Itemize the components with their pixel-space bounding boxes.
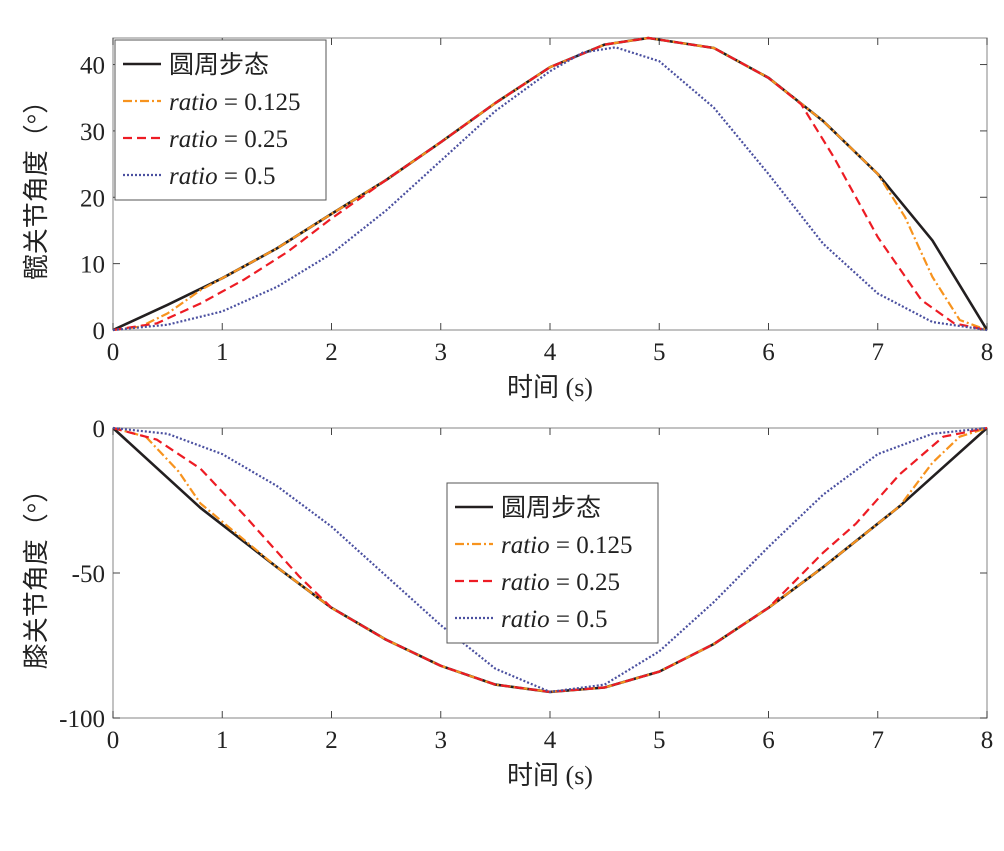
y-tick-label: -50 xyxy=(72,561,105,588)
x-tick-label: 7 xyxy=(872,727,885,754)
x-tick-label: 6 xyxy=(762,727,775,754)
legend-box xyxy=(114,39,327,201)
legend-label: ratio = 0.25 xyxy=(501,569,620,596)
x-tick-label: 4 xyxy=(544,727,557,754)
x-tick-label: 0 xyxy=(107,727,120,754)
x-tick-label: 7 xyxy=(872,339,885,366)
x-tick-label: 5 xyxy=(653,727,666,754)
x-tick-label: 5 xyxy=(653,339,666,366)
y-tick-label: 30 xyxy=(80,119,105,146)
knee-angle-chart: 0 1 2 3 4 5 6 7 8 -100 -50 0 时间 (s) 膝关节角度（°） 圆周步态 ratio… xyxy=(22,416,993,790)
x-tick-label: 8 xyxy=(981,727,994,754)
x-tick-label: 2 xyxy=(325,727,338,754)
legend-label: ratio = 0.125 xyxy=(169,89,300,116)
legend-label: 圆周步态 xyxy=(169,51,269,79)
x-tick-label: 8 xyxy=(981,339,994,366)
x-tick-label: 3 xyxy=(435,339,448,366)
legend-label-italic: ratio xyxy=(501,569,550,596)
legend-label-italic: ratio xyxy=(169,89,218,116)
x-tick-label: 2 xyxy=(325,339,338,366)
legend-label: ratio = 0.5 xyxy=(169,163,275,190)
legend-label-value: = 0.5 xyxy=(550,606,608,633)
legend-label-value: = 0.25 xyxy=(218,126,288,153)
x-axis-title: 时间 (s) xyxy=(507,761,593,790)
series-line-2 xyxy=(113,36,987,332)
y-tick-label: -100 xyxy=(59,706,105,733)
x-tick-label: 1 xyxy=(216,339,229,366)
legend-label-value: = 0.125 xyxy=(218,89,301,116)
y-tick-label: 0 xyxy=(93,416,106,443)
legend-label-italic: ratio xyxy=(501,606,550,633)
legend-label: ratio = 0.125 xyxy=(501,532,632,559)
legend-label-italic: ratio xyxy=(169,163,218,190)
legend-label-italic: ratio xyxy=(169,126,218,153)
series-line-1 xyxy=(113,36,987,332)
x-tick-label: 6 xyxy=(762,339,775,366)
legend-label: ratio = 0.5 xyxy=(501,606,607,633)
y-tick-label: 10 xyxy=(80,252,105,279)
legend-label: 圆周步态 xyxy=(501,494,601,522)
y-axis-title: 膝关节角度（°） xyxy=(22,477,51,669)
legend-label-value: = 0.25 xyxy=(550,569,620,596)
x-tick-label: 4 xyxy=(544,339,557,366)
y-tick-label: 20 xyxy=(80,185,105,212)
series-line-3 xyxy=(113,426,987,694)
series-line-3 xyxy=(113,46,987,332)
x-tick-label: 3 xyxy=(435,727,448,754)
series-layer xyxy=(113,36,987,332)
legend-label: ratio = 0.25 xyxy=(169,126,288,153)
legend-label-value: = 0.125 xyxy=(550,532,633,559)
legend-label-value: = 0.5 xyxy=(218,163,276,190)
hip-angle-chart: 0 1 2 3 4 5 6 7 8 0 10 20 30 40 时间 (s) 髋关节角度（°） 圆周步态 rati… xyxy=(22,36,994,402)
legend-box xyxy=(446,482,659,644)
series-layer xyxy=(113,426,987,694)
x-tick-label: 1 xyxy=(216,727,229,754)
legend-label-italic: ratio xyxy=(501,532,550,559)
y-tick-label: 0 xyxy=(93,318,106,345)
x-axis-title: 时间 (s) xyxy=(507,373,593,402)
x-tick-label: 0 xyxy=(107,339,120,366)
y-tick-label: 40 xyxy=(80,53,105,80)
y-axis-title: 髋关节角度（°） xyxy=(22,88,51,280)
